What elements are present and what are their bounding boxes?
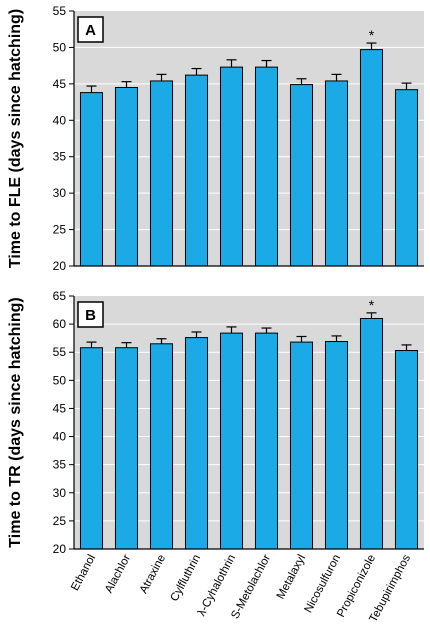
x-tick-label: Alachlor — [103, 553, 133, 595]
chart-panel-a: 20 25 30 35 40 45 50 55 * A Time to FLE (days sinc… — [7, 4, 424, 273]
y-axis-label: Time to TR (days since hatching) — [7, 297, 24, 547]
bar — [79, 347, 104, 550]
bar — [359, 49, 384, 267]
y-tick-label: 20 — [53, 259, 67, 273]
bar — [394, 89, 419, 267]
y-tick-label: 50 — [53, 373, 67, 387]
x-tick-label: Nicosulfuron — [303, 553, 344, 615]
bar — [289, 84, 314, 267]
panel-letter-box — [77, 301, 104, 328]
bar — [289, 341, 314, 550]
bar — [254, 332, 279, 550]
y-tick-label: 50 — [53, 40, 67, 54]
y-axis-label: Time to FLE (days since hatching) — [7, 9, 24, 268]
bar — [359, 317, 384, 550]
bar — [324, 341, 349, 550]
x-tick-label: S-Metolachlor — [229, 553, 273, 621]
bar — [324, 80, 349, 267]
x-tick-label: λ-Cyhalothrin — [196, 553, 238, 618]
y-tick-label: 25 — [53, 514, 67, 528]
significance-marker: * — [369, 297, 375, 313]
bar — [184, 337, 209, 550]
y-tick-label: 30 — [53, 486, 67, 500]
bar — [219, 332, 244, 550]
bar — [184, 74, 209, 267]
bar — [114, 87, 139, 267]
x-tick-label: Atraxine — [138, 553, 168, 596]
y-tick-label: 40 — [53, 430, 67, 444]
y-tick-label: 40 — [53, 113, 67, 127]
y-tick-label: 55 — [53, 345, 67, 359]
y-tick-label: 35 — [53, 458, 67, 472]
panel-letter: B — [85, 307, 96, 324]
y-tick-label: 20 — [53, 542, 67, 556]
bar — [149, 80, 174, 267]
panel-letter: A — [85, 22, 96, 39]
chart-panel-b: 20 25 30 35 40 45 50 55 60 65 * B Time to TR (days s… — [7, 289, 424, 624]
bar — [254, 66, 279, 267]
x-tick-label: Ethanol — [69, 553, 98, 593]
x-tick-label: Metalaxyl — [275, 553, 308, 602]
y-tick-label: 30 — [53, 186, 67, 200]
bar — [219, 66, 244, 267]
bar — [149, 343, 174, 550]
y-tick-label: 55 — [53, 4, 67, 18]
y-tick-label: 35 — [53, 150, 67, 164]
y-tick-label: 60 — [53, 317, 67, 331]
bar — [114, 347, 139, 550]
significance-marker: * — [369, 27, 375, 43]
x-tick-label: Cylfluthrin — [169, 553, 204, 604]
y-tick-label: 65 — [53, 289, 67, 303]
y-tick-label: 45 — [53, 77, 67, 91]
y-tick-label: 25 — [53, 223, 67, 237]
bar — [79, 92, 104, 267]
panel-letter-box — [77, 16, 104, 43]
bar — [394, 350, 419, 550]
y-tick-label: 45 — [53, 401, 67, 415]
